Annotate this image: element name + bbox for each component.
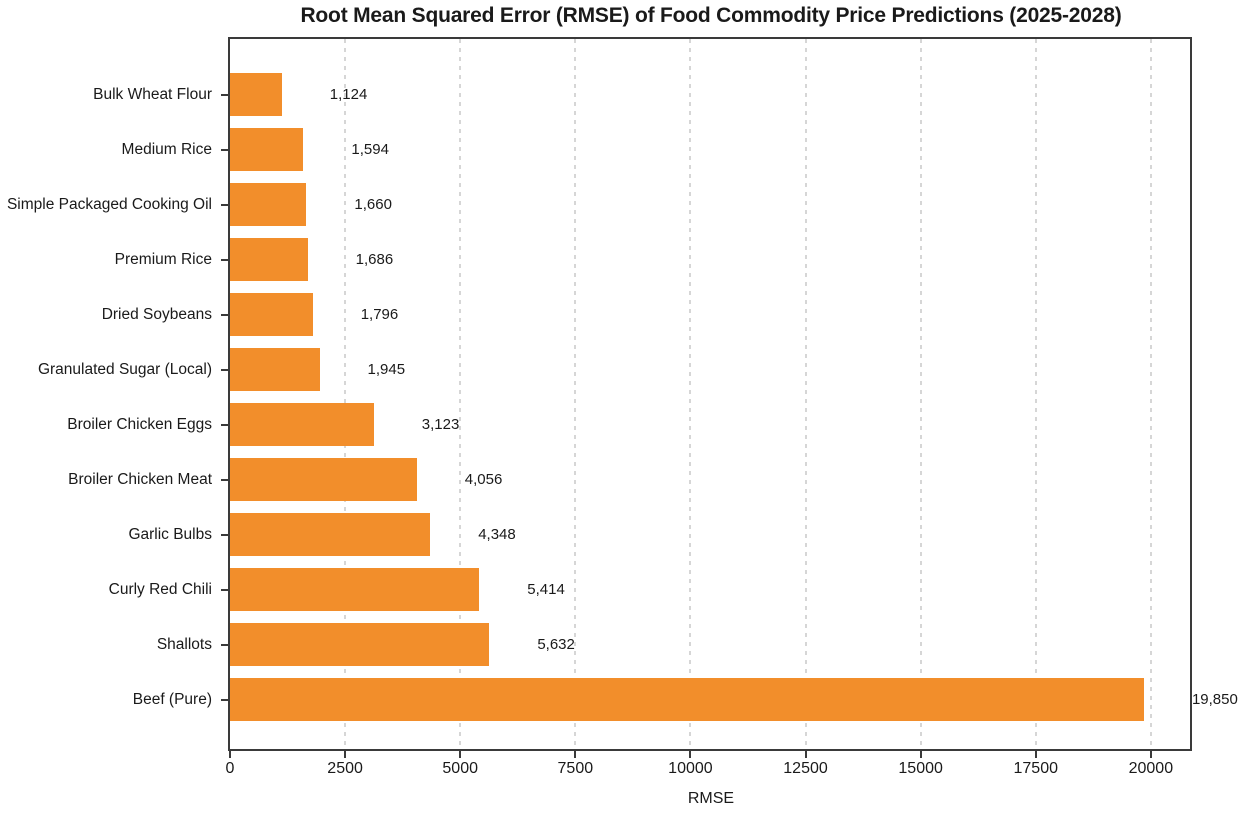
bar-shallots (230, 623, 490, 666)
value-label: 1,686 (355, 250, 394, 268)
x-tick-label-0: 0 (225, 760, 235, 777)
x-tick-mark-7500 (574, 751, 577, 758)
y-tick-mark (221, 313, 228, 316)
x-tick-mark-5000 (459, 751, 462, 758)
y-tick-mark (221, 93, 228, 96)
category-label: Shallots (156, 635, 212, 653)
category-label: Beef (Pure) (132, 690, 212, 708)
category-label: Curly Red Chili (108, 580, 212, 598)
bar-granulated-sugar-local (230, 348, 320, 391)
category-label: Granulated Sugar (Local) (37, 360, 212, 378)
y-tick-mark (221, 533, 228, 536)
value-label: 1,945 (367, 360, 406, 378)
value-label: 3,123 (421, 415, 460, 433)
x-tick-label-17500: 17500 (1013, 760, 1059, 777)
y-tick-mark (221, 203, 228, 206)
value-label: 5,414 (527, 580, 565, 598)
category-label: Broiler Chicken Eggs (67, 415, 212, 433)
gridline-x-15000 (919, 39, 922, 749)
gridline-x-20000 (1149, 39, 1152, 749)
category-label: Broiler Chicken Meat (68, 470, 212, 488)
x-tick-label-2500: 2500 (327, 760, 363, 777)
y-tick-mark (221, 148, 228, 151)
gridline-x-5000 (459, 39, 462, 749)
category-label: Bulk Wheat Flour (93, 85, 212, 103)
y-tick-mark (221, 258, 228, 261)
bar-bulk-wheat-flour (230, 73, 282, 116)
gridline-x-7500 (574, 39, 577, 749)
gridline-x-10000 (689, 39, 692, 749)
x-tick-mark-2500 (344, 751, 347, 758)
x-tick-mark-17500 (1034, 751, 1037, 758)
category-label: Dried Soybeans (101, 305, 212, 323)
value-label: 1,796 (360, 305, 399, 323)
x-tick-label-5000: 5000 (442, 760, 478, 777)
x-tick-label-12500: 12500 (783, 760, 828, 777)
x-tick-label-15000: 15000 (898, 760, 943, 777)
x-tick-label-20000: 20000 (1128, 760, 1174, 777)
gridline-x-12500 (804, 39, 807, 749)
chart-title: Root Mean Squared Error (RMSE) of Food C… (300, 4, 1122, 27)
y-tick-mark (221, 698, 228, 701)
category-label: Garlic Bulbs (128, 525, 212, 543)
x-tick-mark-15000 (919, 751, 922, 758)
value-label: 1,660 (354, 195, 392, 213)
bar-simple-packaged-cooking-oil (230, 183, 307, 226)
bar-broiler-chicken-eggs (230, 403, 374, 446)
value-label: 4,056 (464, 470, 503, 488)
value-label: 5,632 (537, 635, 575, 653)
y-tick-mark (221, 588, 228, 591)
x-tick-label-7500: 7500 (557, 760, 594, 777)
x-tick-mark-20000 (1149, 751, 1152, 758)
gridline-x-2500 (344, 39, 347, 749)
x-tick-mark-0 (229, 751, 231, 758)
bar-premium-rice (230, 238, 308, 281)
bar-curly-red-chili (230, 568, 480, 611)
y-tick-mark (221, 368, 228, 371)
bar-garlic-bulbs (230, 513, 431, 556)
x-tick-mark-12500 (804, 751, 807, 758)
x-axis-title: RMSE (687, 790, 735, 807)
category-label: Premium Rice (114, 250, 212, 268)
bar-dried-soybeans (230, 293, 313, 336)
x-tick-mark-10000 (689, 751, 692, 758)
y-tick-mark (221, 478, 228, 481)
x-tick-label-10000: 10000 (668, 760, 713, 777)
value-label: 1,124 (329, 85, 368, 103)
category-label: Medium Rice (121, 140, 212, 158)
value-label: 19,850 (1191, 690, 1238, 708)
value-label: 1,594 (351, 140, 389, 158)
bar-medium-rice (230, 128, 304, 171)
y-tick-mark (221, 643, 228, 646)
y-tick-mark (221, 423, 228, 426)
gridline-x-17500 (1034, 39, 1037, 749)
plot-area: 1,124 1,594 1,660 1,686 1,796 1,945 3,123 4,056… (228, 37, 1238, 751)
bar-beef-pure (230, 678, 1144, 721)
bar-broiler-chicken-meat (230, 458, 417, 501)
category-label: Simple Packaged Cooking Oil (6, 195, 212, 213)
value-label: 4,348 (478, 525, 516, 543)
